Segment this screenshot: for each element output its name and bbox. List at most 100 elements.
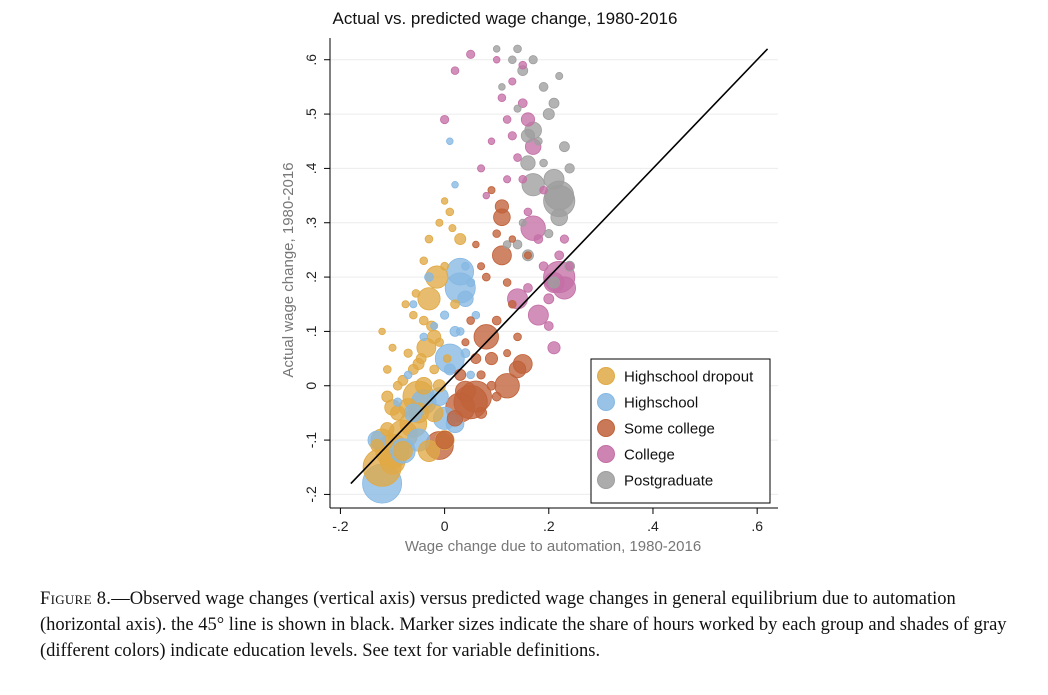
y-tick-label: .6 <box>303 54 319 66</box>
data-point <box>403 348 413 358</box>
data-point <box>472 240 480 249</box>
legend-label: Highschool <box>624 395 698 412</box>
x-axis-title: Wage change due to automation, 1980-2016 <box>405 538 701 555</box>
data-point <box>450 299 460 310</box>
data-point <box>517 98 528 109</box>
data-point <box>455 380 476 402</box>
data-point <box>434 337 444 347</box>
data-point <box>492 229 501 238</box>
data-point <box>508 77 517 86</box>
legend-label: Postgraduate <box>624 473 713 490</box>
data-point <box>403 370 413 380</box>
data-point <box>494 199 509 214</box>
data-point <box>455 327 465 336</box>
data-point <box>487 186 496 195</box>
y-tick-label: -.1 <box>303 432 319 449</box>
y-tick-label: .3 <box>303 217 319 229</box>
data-point <box>442 354 452 363</box>
data-point <box>417 439 440 462</box>
data-point <box>440 114 450 125</box>
data-point <box>547 341 561 355</box>
legend-swatch <box>597 367 615 385</box>
data-point <box>508 299 517 309</box>
data-point <box>508 360 527 379</box>
data-point <box>481 272 491 282</box>
data-point <box>466 49 476 59</box>
data-point <box>440 197 449 205</box>
data-point <box>424 272 434 282</box>
data-point <box>461 338 470 347</box>
data-point <box>559 141 570 153</box>
data-point <box>460 348 471 358</box>
data-point <box>544 229 554 239</box>
data-point <box>446 410 464 427</box>
data-point <box>370 438 384 453</box>
data-point <box>477 262 486 271</box>
caption-text: —Observed wage changes (vertical axis) v… <box>40 589 1007 661</box>
reference-line-45-degree <box>350 48 769 485</box>
legend-swatch <box>597 445 615 463</box>
data-point <box>381 390 394 403</box>
data-point <box>470 353 482 364</box>
chart-title: Actual vs. predicted wage change, 1980-2… <box>333 9 678 28</box>
data-point <box>419 332 429 342</box>
data-points <box>362 44 576 504</box>
data-point <box>390 405 406 421</box>
data-point <box>388 343 397 352</box>
data-point <box>521 173 545 197</box>
data-point <box>503 349 512 358</box>
data-point <box>482 191 490 200</box>
data-point <box>435 218 444 227</box>
legend-label: Some college <box>624 421 715 438</box>
data-point <box>448 224 457 233</box>
data-point <box>520 128 536 143</box>
data-point <box>476 370 486 380</box>
x-tick-label: .4 <box>647 518 659 534</box>
data-point <box>512 239 523 250</box>
data-point <box>477 164 486 173</box>
y-tick-label: .4 <box>303 162 319 174</box>
data-point <box>538 261 549 272</box>
data-point <box>518 60 528 70</box>
y-tick-label: 0 <box>303 382 319 390</box>
scatter-figure: Actual vs. predicted wage change, 1980-2… <box>280 9 778 555</box>
data-point <box>409 300 418 309</box>
data-point <box>383 365 392 374</box>
x-tick-label: 0 <box>441 518 449 534</box>
data-point <box>548 276 560 289</box>
legend-label: College <box>624 447 675 464</box>
data-point <box>513 332 522 342</box>
data-point <box>543 293 555 305</box>
y-axis: -.2 -.1 0 .1 .2 .3 .4 .5 .6 <box>303 38 331 508</box>
data-point <box>518 218 527 227</box>
data-point <box>430 321 439 330</box>
data-point <box>486 380 497 391</box>
data-point <box>507 131 517 141</box>
data-point <box>491 391 502 402</box>
data-point <box>534 136 543 146</box>
data-point <box>565 261 574 271</box>
data-point <box>484 352 499 366</box>
data-point <box>548 97 560 109</box>
y-tick-label: -.2 <box>303 486 319 503</box>
y-tick-label: .5 <box>303 108 319 120</box>
reference-line-layer <box>350 48 769 485</box>
data-point <box>523 283 533 293</box>
data-point <box>527 304 549 326</box>
data-point <box>513 104 522 113</box>
data-point <box>543 321 554 331</box>
caption-label: Figure 8. <box>40 589 112 609</box>
data-point <box>555 72 564 81</box>
data-point <box>454 233 467 246</box>
data-point <box>502 278 512 287</box>
data-point <box>424 403 444 423</box>
data-point <box>513 153 522 162</box>
x-axis: -.2 0 .2 .4 .6 <box>330 507 778 534</box>
data-point <box>401 300 410 309</box>
data-point <box>429 364 440 375</box>
data-point <box>393 441 413 461</box>
data-point <box>492 56 501 64</box>
data-point <box>533 234 544 244</box>
data-point <box>475 406 488 419</box>
data-point <box>539 185 548 195</box>
